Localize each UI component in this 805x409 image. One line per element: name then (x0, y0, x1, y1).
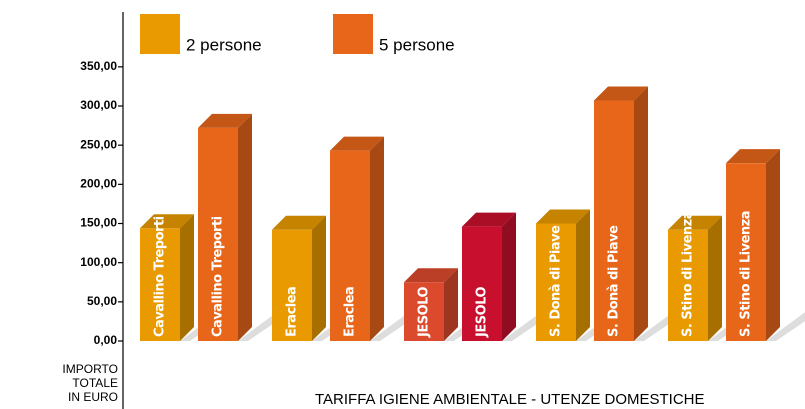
bar-face (330, 150, 370, 341)
bar-top (272, 215, 326, 230)
y-tick-label: 100,00 (80, 255, 117, 269)
bar-top (198, 113, 252, 128)
bar (594, 86, 688, 342)
bar-side (370, 136, 384, 341)
bar-side (708, 215, 722, 341)
y-axis-label: IMPORTO (62, 362, 118, 376)
y-tick-label: 150,00 (80, 216, 117, 230)
bar (726, 149, 805, 341)
bar-label: Eraclea (285, 287, 300, 337)
bar-label: JESOLO (417, 287, 432, 338)
bar-label: S. Donà di Piave (607, 225, 622, 337)
bar-face (404, 282, 444, 341)
bar-face (198, 127, 238, 341)
bar-side (502, 212, 516, 341)
bar-shadow (766, 312, 805, 341)
bar-top (404, 268, 458, 283)
bar-face (726, 163, 766, 341)
y-tick-label: 350,00 (80, 59, 117, 73)
bar-face (272, 229, 312, 341)
bar-side (634, 86, 648, 342)
y-axis-label: IN EURO (68, 390, 118, 404)
bar-top (330, 136, 384, 151)
bar (140, 214, 234, 341)
chart-title: TARIFFA IGIENE AMBIENTALE - UTENZE DOMES… (315, 391, 705, 408)
bar-top (726, 149, 780, 164)
y-axis-label: TOTALE (72, 376, 118, 390)
y-tick-label: 250,00 (80, 137, 117, 151)
bar-face (594, 100, 634, 342)
bar-side (238, 113, 252, 341)
bar-label: Cavallino Treporti (153, 216, 168, 337)
bar (462, 212, 556, 341)
bar-top (462, 212, 516, 227)
bar-top (594, 86, 648, 101)
bar-side (766, 149, 780, 341)
bar-side (180, 214, 194, 341)
bar-label: Eraclea (343, 287, 358, 337)
y-tick-label: 50,00 (87, 294, 117, 308)
legend-label: 2 persone (186, 35, 262, 54)
bar (198, 113, 292, 341)
bar-label: JESOLO (475, 287, 490, 338)
y-tick-label: 0,00 (94, 333, 118, 347)
bar-label: S. Stino di Livenza (739, 211, 754, 337)
bar-top (140, 214, 194, 229)
bar-side (576, 209, 590, 341)
bar-face (462, 226, 502, 341)
bar-top (536, 209, 590, 224)
bar-side (444, 268, 458, 341)
bar (330, 136, 424, 341)
bar-side (312, 215, 326, 341)
legend-swatch (140, 14, 180, 54)
y-tick-label: 200,00 (80, 177, 117, 191)
bar-face (536, 223, 576, 341)
bar-label: S. Stino di Livenza (681, 211, 696, 337)
legend-label: 5 persone (379, 35, 455, 54)
y-tick-label: 300,00 (80, 98, 117, 112)
legend-swatch (333, 14, 373, 54)
bar-face (140, 228, 180, 341)
bar-face (668, 229, 708, 341)
bar-label: Cavallino Treporti (211, 216, 226, 337)
bar-label: S. Donà di Piave (549, 225, 564, 337)
bar-top (668, 215, 722, 230)
